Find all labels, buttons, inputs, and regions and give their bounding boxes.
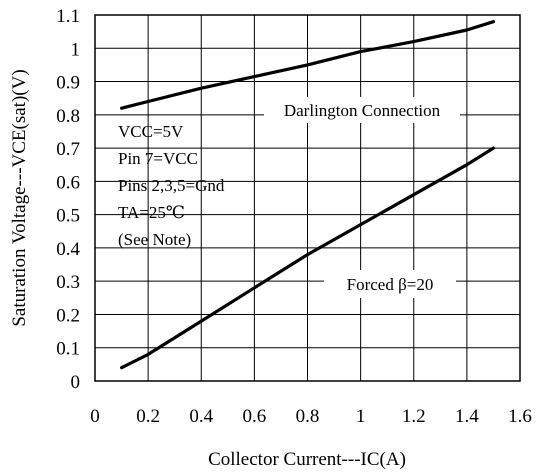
x-tick-label-2: 0.4: [189, 406, 213, 427]
y-tick-label-3: 0.3: [56, 272, 80, 293]
x-tick-label-7: 1.4: [455, 406, 479, 427]
curves: [120, 20, 495, 370]
y-tick-label-10: 1: [71, 39, 81, 60]
y-tick-label-1: 0.1: [56, 339, 80, 360]
y-tick-label-7: 0.7: [56, 139, 80, 160]
x-tick-labels: 0 0.2 0.4 0.6 0.8 1 1.2 1.4 1.6: [90, 406, 532, 427]
note-see-note: (See Note): [118, 230, 191, 249]
x-tick-label-3: 0.6: [243, 406, 267, 427]
test-conditions-note: VCC=5V Pin 7=VCC Pins 2,3,5=Gnd TA=25℃ (…: [118, 122, 225, 249]
y-axis-title: Saturation Voltage---VCE(sat)(V): [9, 69, 30, 326]
x-tick-label-5: 1: [356, 406, 366, 427]
y-tick-label-8: 0.8: [56, 106, 80, 127]
x-tick-label-0: 0: [90, 406, 100, 427]
series-line-1: [120, 146, 495, 370]
x-tick-label-1: 0.2: [136, 406, 160, 427]
note-vcc: VCC=5V: [118, 122, 184, 141]
y-tick-label-9: 0.9: [56, 73, 80, 94]
y-tick-label-4: 0.4: [56, 239, 80, 260]
series-label-1: Forced β=20: [347, 275, 434, 294]
note-pin7: Pin 7=VCC: [118, 149, 198, 168]
note-temperature: TA=25℃: [118, 203, 185, 222]
series-labels: Darlington Connection Forced β=20: [264, 97, 460, 298]
y-tick-label-0: 0: [71, 372, 81, 393]
plot-frame: [94, 14, 521, 382]
x-tick-label-8: 1.6: [508, 406, 532, 427]
x-tick-label-4: 0.8: [296, 406, 320, 427]
grid-lines: [95, 15, 520, 381]
x-axis-title: Collector Current---IC(A): [208, 449, 406, 470]
x-tick-label-6: 1.2: [402, 406, 426, 427]
y-tick-label-2: 0.2: [56, 305, 80, 326]
series-label-bg-0: [264, 97, 460, 123]
y-tick-label-6: 0.6: [56, 172, 80, 193]
y-tick-labels: 0 0.1 0.2 0.3 0.4 0.5 0.6 0.7 0.8 0.9 1 1.1: [56, 6, 80, 393]
note-pins-gnd: Pins 2,3,5=Gnd: [118, 176, 225, 195]
y-tick-label-11: 1.1: [56, 6, 80, 27]
y-tick-label-5: 0.5: [56, 206, 80, 227]
series-label-bg-1: [324, 270, 456, 298]
series-label-0: Darlington Connection: [284, 101, 441, 120]
series-line-0: [120, 20, 495, 110]
